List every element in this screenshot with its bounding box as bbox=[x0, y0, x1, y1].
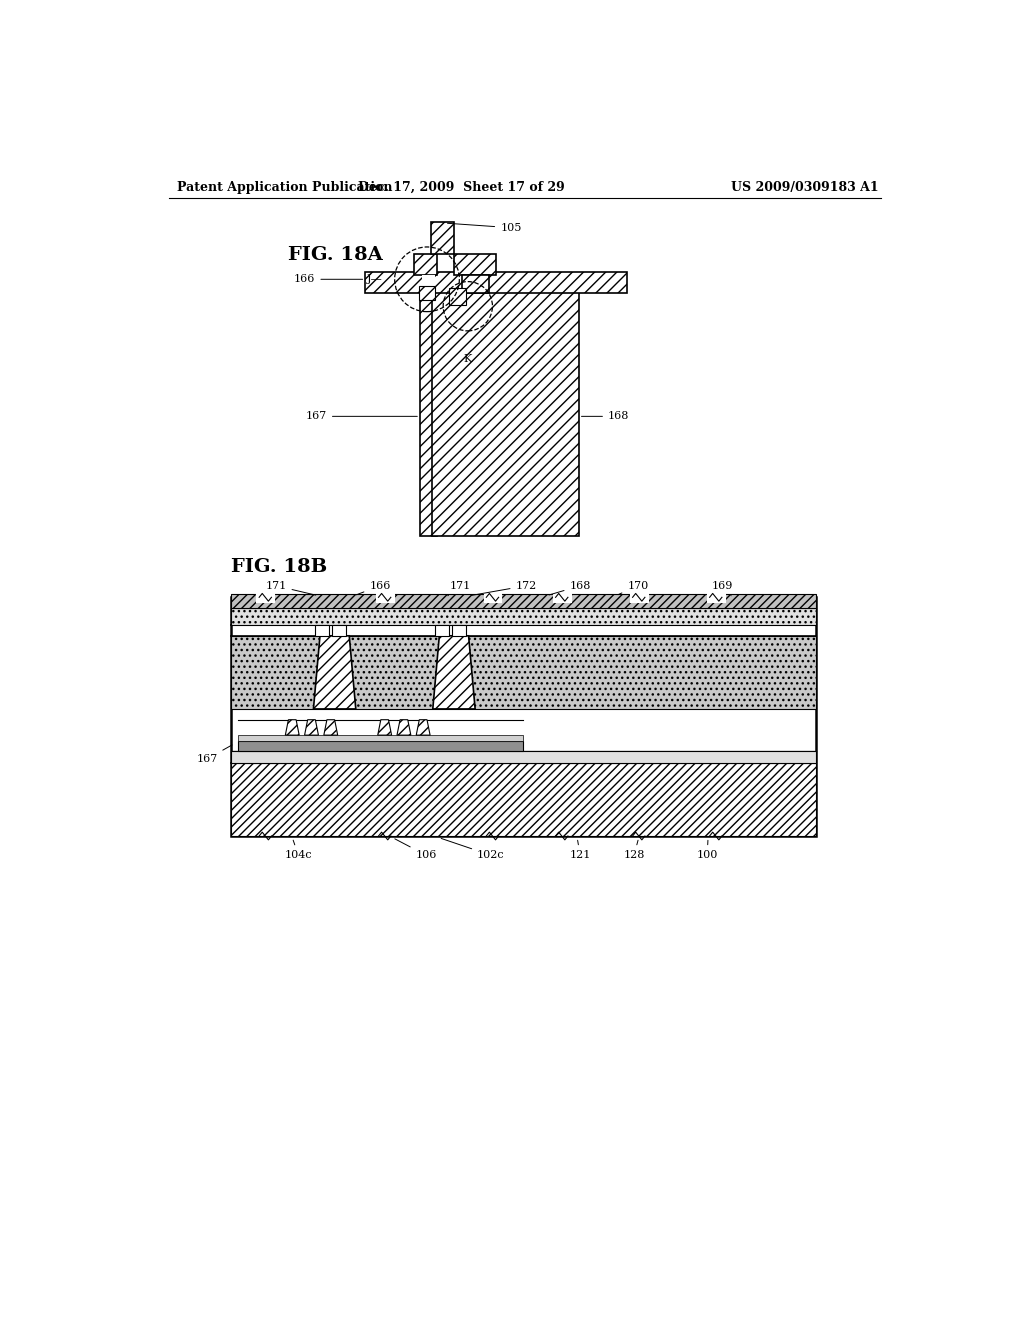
Bar bbox=[239, 735, 523, 741]
Bar bbox=[230, 597, 816, 836]
Bar bbox=[230, 636, 816, 709]
Bar bbox=[333, 626, 346, 636]
Text: 171: 171 bbox=[447, 581, 471, 595]
Text: 168: 168 bbox=[582, 412, 630, 421]
Polygon shape bbox=[416, 719, 430, 735]
Text: Patent Application Publication: Patent Application Publication bbox=[177, 181, 392, 194]
Text: K: K bbox=[464, 354, 472, 363]
Text: J—: J— bbox=[368, 275, 383, 284]
Text: 105: 105 bbox=[447, 223, 521, 232]
Text: 166: 166 bbox=[356, 581, 390, 595]
Text: 100: 100 bbox=[696, 841, 718, 861]
Text: 167: 167 bbox=[197, 744, 232, 764]
Polygon shape bbox=[397, 719, 411, 735]
Bar bbox=[414, 253, 437, 276]
Bar bbox=[230, 751, 816, 763]
Bar bbox=[239, 741, 523, 751]
Text: US 2009/0309183 A1: US 2009/0309183 A1 bbox=[731, 181, 879, 194]
Bar bbox=[450, 288, 466, 305]
Bar bbox=[454, 253, 497, 276]
Bar bbox=[420, 275, 437, 536]
Text: 102c: 102c bbox=[441, 838, 505, 861]
Text: Dec. 17, 2009  Sheet 17 of 29: Dec. 17, 2009 Sheet 17 of 29 bbox=[358, 181, 565, 194]
Polygon shape bbox=[378, 719, 391, 735]
Bar bbox=[422, 275, 435, 290]
Text: 169: 169 bbox=[712, 581, 733, 595]
Bar bbox=[230, 594, 816, 609]
Bar bbox=[452, 626, 466, 636]
Bar bbox=[230, 609, 816, 626]
Text: 172: 172 bbox=[472, 581, 537, 595]
Text: 168: 168 bbox=[549, 581, 591, 595]
Polygon shape bbox=[324, 719, 338, 735]
Text: 167: 167 bbox=[305, 412, 418, 421]
Text: 121: 121 bbox=[569, 841, 591, 861]
Text: 171: 171 bbox=[265, 581, 315, 595]
Bar bbox=[431, 222, 454, 253]
Bar bbox=[366, 272, 628, 293]
Text: FIG. 18B: FIG. 18B bbox=[230, 557, 327, 576]
Bar bbox=[419, 286, 435, 300]
Text: 128: 128 bbox=[624, 841, 645, 861]
Bar bbox=[315, 626, 330, 636]
Text: 170: 170 bbox=[618, 581, 648, 594]
Text: 106: 106 bbox=[395, 838, 437, 861]
Polygon shape bbox=[286, 719, 299, 735]
Polygon shape bbox=[313, 636, 355, 709]
Polygon shape bbox=[304, 719, 318, 735]
Polygon shape bbox=[433, 636, 475, 709]
Bar bbox=[230, 763, 816, 836]
Text: 104c: 104c bbox=[285, 840, 312, 861]
Bar bbox=[462, 276, 488, 293]
Text: FIG. 18A: FIG. 18A bbox=[289, 246, 383, 264]
Bar bbox=[432, 289, 579, 536]
Bar bbox=[435, 626, 449, 636]
Text: 166: 166 bbox=[294, 275, 362, 284]
